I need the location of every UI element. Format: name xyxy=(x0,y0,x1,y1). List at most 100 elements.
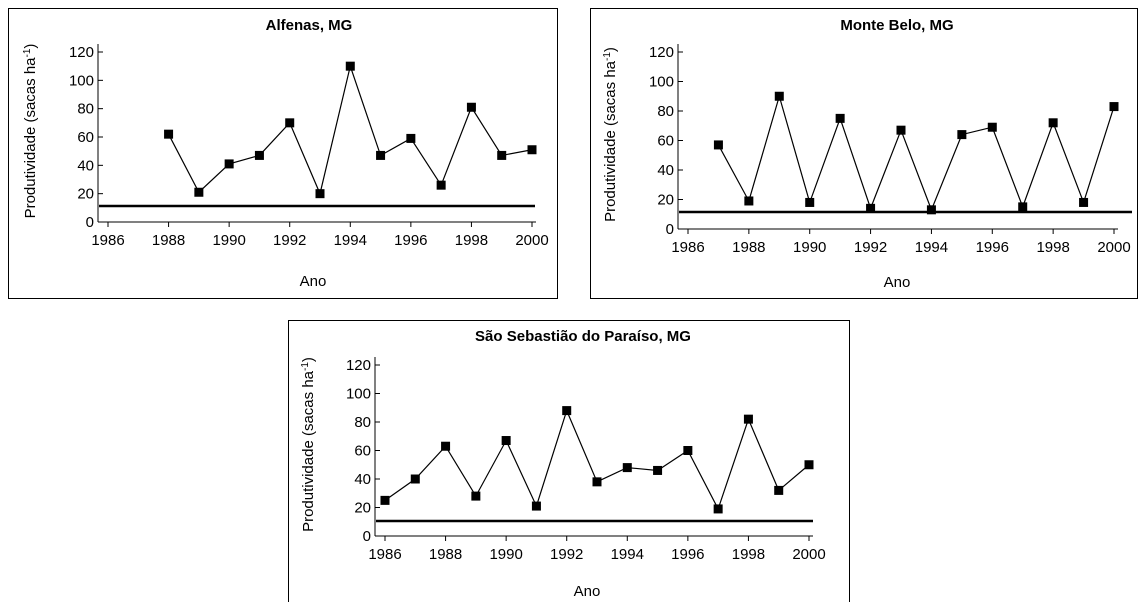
chart-panel-monte-belo: Monte Belo, MG 0 20 40 60 80 100 120 1986 1988 199… xyxy=(590,8,1138,299)
data-point-marker xyxy=(471,491,481,501)
data-point-marker xyxy=(345,61,355,71)
data-point-marker xyxy=(866,203,876,213)
data-point-marker xyxy=(926,205,936,215)
y-tick-label: 40 xyxy=(657,162,674,179)
data-point-marker xyxy=(436,180,446,190)
data-point-marker xyxy=(315,189,325,199)
line-chart: Alfenas, MG 0 20 40 60 80 100 120 1986 1988 1990 19… xyxy=(22,17,549,290)
x-tick-label: 1986 xyxy=(671,239,704,256)
data-point-marker xyxy=(1048,118,1058,128)
y-axis-label: Produtividade (sacas ha-1) xyxy=(602,47,620,222)
y-tick-label: 60 xyxy=(77,129,94,146)
x-tick-label: 1992 xyxy=(854,239,887,256)
data-point-marker xyxy=(713,504,723,514)
y-tick-label: 20 xyxy=(354,500,371,517)
data-point-marker xyxy=(987,122,997,132)
data-point-marker xyxy=(1109,102,1119,112)
y-tick-label: 100 xyxy=(346,386,371,403)
chart-title: Alfenas, MG xyxy=(266,17,353,34)
x-tick-label: 1994 xyxy=(611,546,644,563)
chart-panel-alfenas: Alfenas, MG 0 20 40 60 80 100 120 1986 1988 1990 19… xyxy=(8,8,558,299)
y-tick-label: 80 xyxy=(77,101,94,118)
data-point-marker xyxy=(410,474,420,484)
x-tick-label: 1996 xyxy=(976,239,1009,256)
x-tick-label: 1988 xyxy=(732,239,765,256)
data-point-marker xyxy=(285,118,295,128)
data-point-marker xyxy=(194,187,204,197)
x-tick-label: 2000 xyxy=(1097,239,1130,256)
data-point-marker xyxy=(254,150,264,160)
data-point-marker xyxy=(622,463,632,473)
data-point-marker xyxy=(224,159,234,169)
x-axis-label: Ano xyxy=(884,274,911,291)
data-point-marker xyxy=(743,414,753,424)
y-tick-label: 120 xyxy=(69,44,94,61)
y-axis-label: Produtividade (sacas ha-1) xyxy=(300,357,318,532)
y-tick-label: 80 xyxy=(657,103,674,120)
x-tick-label: 2000 xyxy=(792,546,825,563)
data-point-marker xyxy=(406,133,416,143)
chart-title: São Sebastião do Paraíso, MG xyxy=(475,328,691,345)
x-tick-label: 1992 xyxy=(550,546,583,563)
x-tick-label: 1988 xyxy=(429,546,462,563)
data-point-marker xyxy=(805,197,815,207)
data-point-marker xyxy=(1018,202,1028,212)
x-axis-label: Ano xyxy=(574,583,601,600)
y-tick-label: 120 xyxy=(346,357,371,374)
y-tick-label: 100 xyxy=(649,74,674,91)
x-axis-label: Ano xyxy=(300,273,327,290)
data-point-marker xyxy=(713,140,723,150)
y-axis-label: Produtividade (sacas ha-1) xyxy=(22,44,40,219)
chart-panel-sao-sebastiao: São Sebastião do Paraíso, MG 0 20 40 60 80 100… xyxy=(288,320,850,602)
x-tick-label: 1994 xyxy=(915,239,948,256)
data-point-marker xyxy=(562,406,572,416)
data-point-marker xyxy=(774,91,784,101)
y-tick-label: 20 xyxy=(657,192,674,209)
x-tick-label: 1988 xyxy=(152,232,185,249)
series-line xyxy=(717,94,1115,212)
data-point-marker xyxy=(896,125,906,135)
x-tick-label: 1990 xyxy=(793,239,826,256)
x-tick-label: 1998 xyxy=(455,232,488,249)
y-tick-label: 100 xyxy=(69,72,94,89)
data-point-marker xyxy=(957,130,967,140)
data-point-marker xyxy=(1079,197,1089,207)
x-tick-label: 1998 xyxy=(1036,239,1069,256)
line-chart: Monte Belo, MG 0 20 40 60 80 100 120 1986 1988 199… xyxy=(602,17,1132,291)
y-tick-label: 20 xyxy=(77,186,94,203)
data-point-marker xyxy=(164,129,174,139)
x-tick-label: 1996 xyxy=(671,546,704,563)
x-tick-label: 1992 xyxy=(273,232,306,249)
x-tick-label: 1990 xyxy=(212,232,245,249)
y-tick-label: 0 xyxy=(86,214,94,231)
data-point-marker xyxy=(441,441,451,451)
chart-title: Monte Belo, MG xyxy=(840,17,953,34)
x-tick-label: 1990 xyxy=(489,546,522,563)
x-tick-label: 1996 xyxy=(394,232,427,249)
y-tick-label: 80 xyxy=(354,414,371,431)
data-point-marker xyxy=(376,150,386,160)
x-tick-label: 1986 xyxy=(368,546,401,563)
data-point-marker xyxy=(527,145,537,155)
data-point-marker xyxy=(835,113,845,123)
data-point-marker xyxy=(744,196,754,206)
y-tick-label: 60 xyxy=(657,133,674,150)
y-tick-label: 40 xyxy=(354,471,371,488)
data-point-marker xyxy=(683,446,693,455)
data-point-marker xyxy=(380,495,390,505)
series-line xyxy=(384,408,810,511)
data-point-marker xyxy=(592,477,602,487)
data-point-marker xyxy=(501,436,511,446)
data-point-marker xyxy=(531,501,541,511)
data-point-marker xyxy=(804,460,814,470)
x-tick-label: 1986 xyxy=(91,232,124,249)
y-tick-label: 40 xyxy=(77,157,94,174)
data-point-marker xyxy=(466,102,476,112)
series-line xyxy=(168,63,533,196)
y-tick-label: 0 xyxy=(666,221,674,238)
y-tick-label: 60 xyxy=(354,443,371,460)
x-tick-label: 2000 xyxy=(515,232,548,249)
y-tick-label: 120 xyxy=(649,44,674,61)
x-tick-label: 1998 xyxy=(732,546,765,563)
y-tick-label: 0 xyxy=(363,528,371,545)
